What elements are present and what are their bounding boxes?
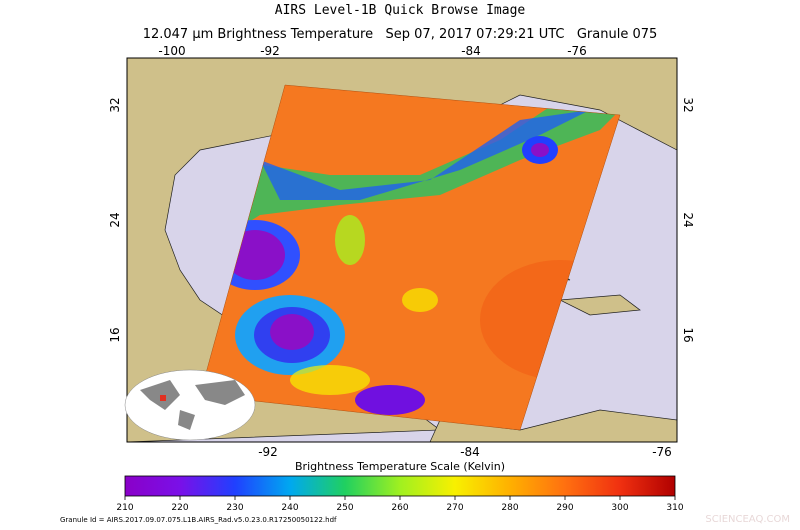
lat-label-left: 24 [108,212,122,227]
colorbar-tick-label: 260 [391,503,408,513]
colorbar-tick-label: 290 [556,503,573,513]
colorbar-tick-label: 270 [446,503,463,513]
colorbar-tick-label: 300 [611,503,628,513]
lat-label-right: 16 [681,327,695,342]
lon-label-bottom: -84 [460,445,480,459]
lat-label-right: 32 [681,97,695,112]
lat-label-right: 24 [681,212,695,227]
lon-label-bottom: -92 [258,445,278,459]
lon-label-top: -76 [567,44,587,58]
granule-id: Granule Id = AIRS.2017.09.07.075.L1B.AIR… [60,516,337,524]
inset-globe [124,369,256,441]
map-frame [126,57,678,443]
colorbar-tick-label: 240 [281,503,298,513]
map [127,58,677,442]
colorbar-tick-label: 220 [171,503,188,513]
lon-label-top: -92 [260,44,280,58]
lon-label-top: -100 [158,44,185,58]
colorbar-tick-label: 210 [116,503,133,513]
subtitle: 12.047 μm Brightness Temperature Sep 07,… [143,27,658,42]
lat-label-left: 16 [108,327,122,342]
colorbar-tick-label: 280 [501,503,518,513]
colorbar-tick-label: 250 [336,503,353,513]
hispaniola [558,294,641,316]
watermark: SCIENCEAQ.COM [705,514,790,525]
colorbar-tick-label: 230 [226,503,243,513]
colorbar-title: Brightness Temperature Scale (Kelvin) [295,460,505,473]
colorbar-ticks: 210 220 230 240 250 260 270 280 290 300 310 [116,496,684,513]
title: AIRS Level-1B Quick Browse Image [275,3,526,18]
lat-label-left: 32 [108,97,122,112]
colorbar [124,475,676,497]
colorbar-tick-label: 310 [666,503,683,513]
lon-label-top: -84 [461,44,481,58]
lon-label-bottom: -76 [652,445,672,459]
